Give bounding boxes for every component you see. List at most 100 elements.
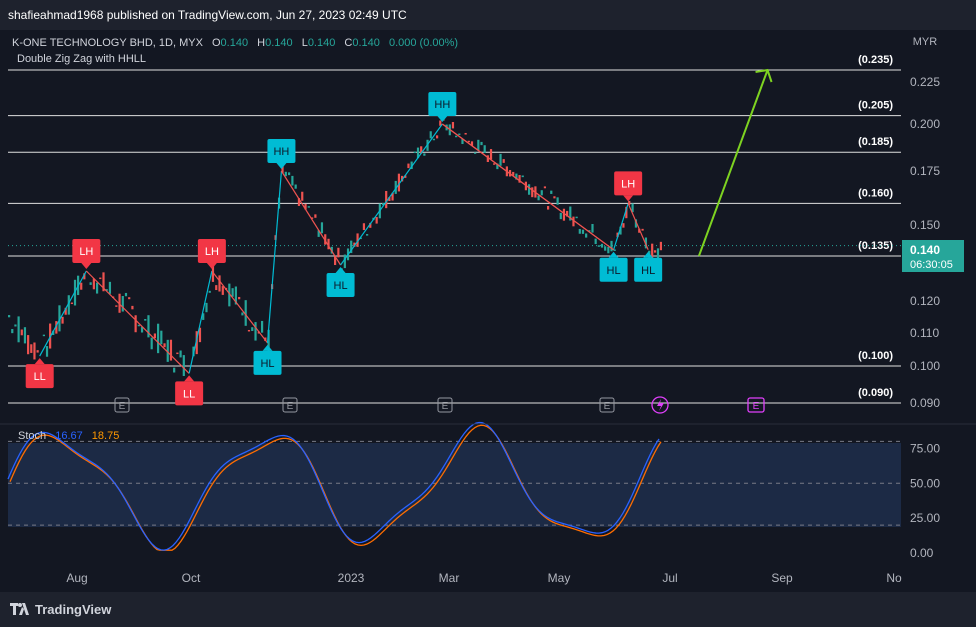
candle <box>651 243 654 259</box>
price-tick: 0.110 <box>910 326 939 340</box>
zigzag-segment <box>85 270 190 374</box>
projection-arrowhead <box>755 68 773 83</box>
candle <box>499 153 502 166</box>
candle <box>176 352 179 355</box>
candle <box>493 163 496 165</box>
earnings-icon <box>437 397 453 413</box>
candle <box>169 339 173 361</box>
earnings-icon <box>282 397 298 413</box>
marker-pointer <box>623 195 634 202</box>
candle <box>320 222 324 234</box>
candle <box>337 247 340 258</box>
candle <box>467 140 470 143</box>
candle <box>247 329 251 332</box>
candle <box>600 243 604 248</box>
candle <box>578 228 581 234</box>
candle <box>385 190 388 209</box>
publish-info: shafieahmad1968 published on TradingView… <box>8 8 407 22</box>
candle <box>70 302 73 305</box>
marker-label: LL <box>34 371 46 383</box>
candle <box>99 277 102 280</box>
candle <box>486 155 489 162</box>
marker-pointer <box>643 251 654 258</box>
level-label: (0.160) <box>858 187 893 199</box>
stoch-k-line <box>7 421 660 551</box>
future-earnings-icon <box>747 397 765 413</box>
price-tick: 0.175 <box>910 164 940 178</box>
tradingview-logo[interactable]: TradingView <box>10 601 111 617</box>
candle <box>140 326 144 333</box>
candle <box>294 184 297 189</box>
candle <box>291 175 294 186</box>
earnings-icon-label: E <box>442 401 449 412</box>
candle <box>173 367 176 373</box>
candle <box>638 228 641 233</box>
symbol-legend: K-ONE TECHNOLOGY BHD, 1D, MYX O0.140 H0.… <box>12 37 458 49</box>
candle <box>333 256 337 266</box>
candle <box>413 151 416 154</box>
candle <box>502 159 505 163</box>
candle <box>359 237 362 240</box>
candle <box>124 292 128 297</box>
candle <box>537 195 540 201</box>
candle <box>89 282 92 285</box>
zigzag-segment <box>627 203 649 251</box>
candle <box>401 175 404 182</box>
candle <box>45 346 49 357</box>
candle <box>597 245 600 247</box>
candle <box>489 149 493 160</box>
candle <box>451 122 455 129</box>
candle <box>27 335 30 355</box>
candle <box>474 152 477 154</box>
level-label: (0.100) <box>858 350 893 362</box>
price-tick: 0.090 <box>910 396 940 410</box>
candle <box>391 192 394 201</box>
candle <box>470 141 474 146</box>
earnings-icon-label: E <box>287 401 294 412</box>
time-tick: Sep <box>771 571 793 585</box>
candle <box>607 246 610 254</box>
candle <box>55 321 58 334</box>
candle <box>619 226 622 235</box>
candle <box>362 223 366 231</box>
level-label: (0.235) <box>858 54 893 66</box>
candle <box>14 324 17 327</box>
indicator-legend: Double Zig Zag with HHLL <box>17 53 146 65</box>
candle <box>254 322 257 341</box>
candle <box>304 203 307 210</box>
candle <box>423 153 426 156</box>
marker-label: HL <box>260 358 274 370</box>
candle <box>95 282 99 294</box>
marker-pointer <box>335 267 346 273</box>
candle <box>284 171 287 177</box>
zigzag-segment <box>442 123 614 251</box>
candle <box>616 232 619 238</box>
candle <box>610 240 613 252</box>
candle <box>553 196 556 199</box>
earnings-icon-label: E <box>119 401 126 412</box>
chart-area[interactable]: (0.235) (0.205) (0.185) (0.160) (0.135) (0.10… <box>0 30 976 592</box>
candle <box>166 339 169 362</box>
candle <box>432 138 436 141</box>
candle <box>550 190 553 194</box>
candle <box>588 230 591 232</box>
zigzag-segment <box>211 270 268 344</box>
candle <box>477 139 480 151</box>
last-price-value: 0.140 <box>910 243 940 257</box>
price-axis: 0.225 0.200 0.175 0.150 0.120 0.110 0.100 0.090… <box>902 75 964 560</box>
candle <box>407 163 410 169</box>
candle <box>20 329 23 336</box>
projection-arrow <box>697 69 769 257</box>
marker-pointer <box>81 263 92 269</box>
candle <box>631 203 634 213</box>
candle <box>128 297 131 300</box>
candle <box>416 147 420 159</box>
countdown: 06:30:05 <box>910 259 953 271</box>
candle <box>496 163 499 170</box>
candle <box>575 216 578 219</box>
candle <box>150 337 153 350</box>
currency-label: MYR <box>913 36 938 48</box>
candle <box>153 333 156 339</box>
candle <box>208 290 211 293</box>
